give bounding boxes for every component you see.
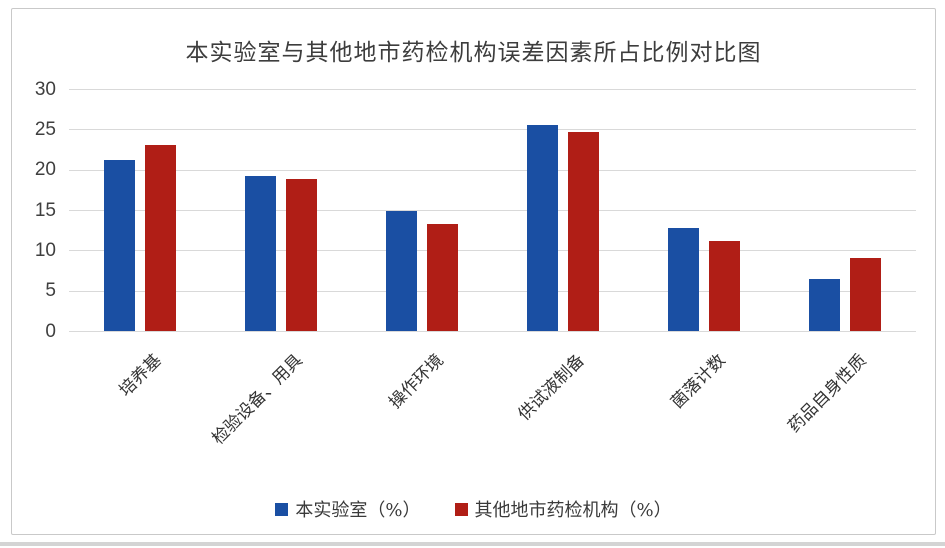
gridline-y-10	[69, 250, 916, 252]
bar-series1-2	[244, 176, 276, 331]
bar-series1-6	[809, 279, 841, 331]
y-axis-tick-30: 30	[34, 78, 56, 100]
legend: 本实验室（%） 其他地市药检机构（%）	[12, 496, 935, 522]
gridline-y-0	[69, 331, 916, 332]
chart-title: 本实验室与其他地市药检机构误差因素所占比例对比图	[185, 40, 762, 66]
series-1-swatch-icon	[275, 502, 289, 516]
bar-series2-1	[144, 144, 176, 331]
y-axis-tick-25: 25	[34, 118, 56, 140]
gridline-y-30	[69, 89, 916, 90]
bar-series2-6	[850, 258, 882, 331]
y-axis-tick-10: 10	[34, 239, 56, 261]
bar-series2-5	[709, 241, 741, 331]
plot-area: 0 5 10 15 20 25 30 培养基 检验设备、用具 操作环境 供试液制备 菌落计数 药品自身性…	[12, 9, 935, 534]
legend-item-series-1: 本实验室（%）	[275, 496, 421, 522]
y-axis-tick-15: 15	[34, 199, 56, 221]
bar-series1-5	[668, 227, 700, 331]
bar-series1-4	[527, 125, 559, 331]
x-axis-label-6: 药品自身性质	[784, 350, 872, 437]
gridline-y-25	[69, 129, 916, 131]
bar-series1-1	[103, 159, 135, 331]
gridline-y-5	[69, 290, 916, 292]
x-axis-label-2: 检验设备、用具	[208, 350, 307, 449]
bar-series1-3	[385, 210, 417, 331]
x-axis-label-1: 培养基	[115, 350, 166, 401]
legend-item-series-2: 其他地市药检机构（%）	[454, 496, 672, 522]
x-axis-label-5: 菌落计数	[667, 350, 730, 413]
legend-label-series-1: 本实验室（%）	[295, 500, 421, 521]
bar-series2-2	[285, 179, 317, 331]
bar-series2-4	[568, 131, 600, 331]
x-axis-label-4: 供试液制备	[514, 350, 589, 425]
page-bottom-rule	[0, 542, 945, 546]
bar-series2-3	[426, 223, 458, 331]
gridline-y-15	[69, 210, 916, 211]
legend-label-series-2: 其他地市药检机构（%）	[474, 500, 672, 521]
x-axis-label-3: 操作环境	[385, 350, 448, 413]
chart-frame: 本实验室与其他地市药检机构误差因素所占比例对比图 0 5 10 15 20 25 30 培养基…	[11, 8, 936, 535]
y-axis-tick-5: 5	[45, 280, 56, 302]
y-axis-tick-0: 0	[45, 320, 56, 342]
y-axis-tick-20: 20	[34, 159, 56, 181]
gridline-y-20	[69, 169, 916, 171]
series-2-swatch-icon	[454, 502, 468, 516]
